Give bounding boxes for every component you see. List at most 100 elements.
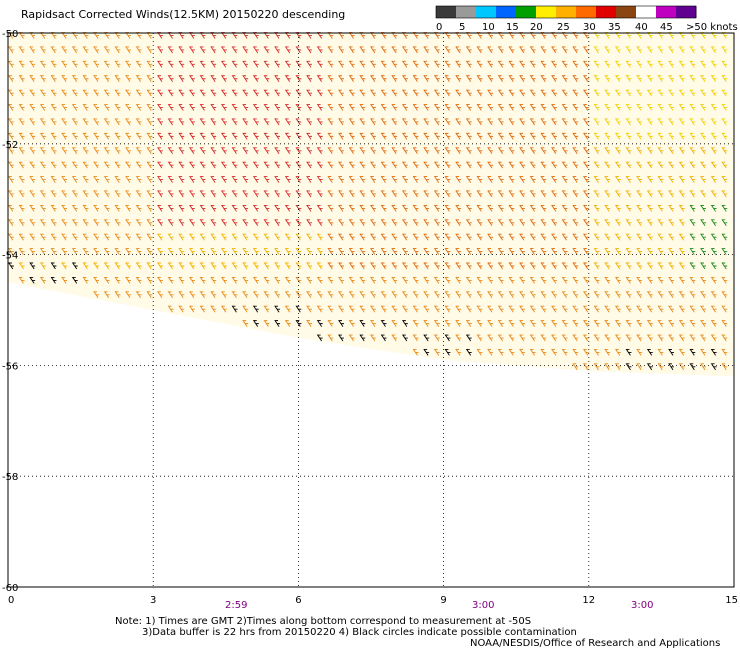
wind-barb [178, 248, 185, 255]
wind-barb [593, 262, 600, 270]
wind-swath [8, 33, 734, 377]
wind-barb [678, 233, 685, 241]
wind-barb [231, 132, 238, 140]
wind-barb [508, 104, 515, 111]
wind-barb [519, 320, 525, 327]
wind-barb [646, 291, 653, 299]
wind-barb [114, 176, 121, 183]
wind-barb [700, 320, 706, 327]
wind-barb [370, 204, 376, 212]
wind-barb [338, 176, 344, 183]
wind-barb [657, 348, 664, 356]
wind-barb [582, 248, 589, 255]
wind-barb [444, 176, 451, 183]
wind-barb [433, 305, 440, 313]
wind-barb [508, 89, 515, 97]
wind-barb [625, 276, 632, 284]
wind-barb [18, 132, 25, 140]
wind-barb [220, 161, 227, 169]
wind-barb [593, 276, 600, 284]
wind-barb [721, 204, 728, 212]
wind-barb [401, 305, 408, 313]
wind-barb [433, 233, 440, 241]
wind-barb [125, 176, 131, 183]
wind-barb [551, 176, 557, 183]
wind-barb [146, 190, 153, 198]
wind-barb [114, 147, 121, 155]
wind-barb [487, 305, 493, 313]
wind-barb [476, 334, 483, 342]
wind-barb [593, 190, 600, 198]
wind-barb [82, 248, 89, 255]
wind-barb [391, 104, 398, 111]
wind-barb [7, 89, 14, 97]
wind-barb [519, 233, 525, 241]
wind-barb [316, 219, 323, 227]
wind-barb [540, 60, 547, 68]
wind-barb [561, 104, 568, 111]
wind-barb [178, 118, 185, 126]
wind-barb [646, 204, 653, 212]
wind-barb [721, 334, 728, 342]
wind-barb [508, 60, 515, 68]
wind-barb [561, 233, 568, 241]
wind-barb [263, 60, 270, 68]
wind-barb [582, 190, 589, 198]
wind-barb [572, 60, 579, 68]
wind-barb [476, 348, 483, 356]
wind-barb [263, 233, 270, 241]
wind-barb [370, 305, 376, 313]
wind-barb [444, 104, 451, 111]
wind-barb [678, 219, 685, 227]
wind-barb [636, 104, 643, 111]
wind-barb [39, 104, 46, 111]
wind-barb [710, 219, 717, 227]
wind-barb [316, 60, 323, 68]
wind-barb [497, 75, 504, 83]
wind-barb [359, 305, 366, 313]
wind-barb [476, 233, 483, 241]
wind-barb [689, 363, 696, 371]
wind-barb [423, 248, 430, 255]
wind-barb [7, 161, 14, 169]
wind-barb [657, 132, 664, 140]
wind-barb [465, 118, 472, 126]
wind-barb [93, 118, 100, 126]
wind-barb [61, 262, 68, 270]
wind-barb [252, 176, 259, 183]
wind-barb [263, 305, 270, 313]
wind-barb [93, 219, 100, 227]
wind-barb [689, 147, 696, 155]
time-label-3: 3:00 [631, 600, 654, 611]
wind-barb [189, 147, 195, 155]
wind-barb [529, 348, 536, 356]
wind-barb [636, 248, 643, 255]
wind-barb [295, 291, 302, 299]
wind-barb [657, 104, 664, 111]
wind-barb [114, 291, 121, 299]
wind-barb [39, 147, 46, 155]
wind-barb [646, 276, 653, 284]
wind-barb [604, 132, 611, 140]
wind-barb [114, 219, 121, 227]
wind-barb [604, 219, 611, 227]
wind-barb [348, 161, 355, 169]
wind-barb [412, 305, 419, 313]
wind-barb [135, 60, 142, 68]
wind-barb [7, 190, 14, 198]
wind-barb [700, 262, 706, 270]
wind-barb [220, 118, 227, 126]
wind-barb [348, 89, 355, 97]
wind-barb [497, 132, 504, 140]
wind-barb [465, 291, 472, 299]
wind-barb [444, 262, 451, 270]
wind-barb [61, 233, 68, 241]
wind-barb [39, 262, 46, 270]
wind-barb [572, 190, 579, 198]
wind-barb [82, 219, 89, 227]
wind-barb [519, 190, 525, 198]
wind-barb [71, 132, 78, 140]
wind-barb [433, 161, 440, 169]
wind-barb [540, 118, 547, 126]
wind-barb [636, 75, 643, 83]
